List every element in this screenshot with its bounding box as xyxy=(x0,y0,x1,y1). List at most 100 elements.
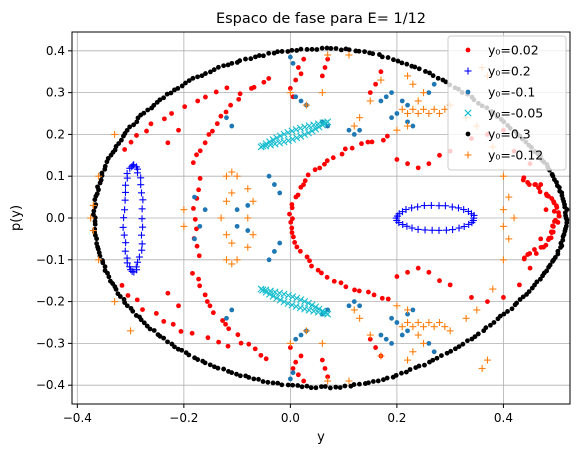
series-5-point xyxy=(409,323,417,331)
series-5-point xyxy=(228,168,236,176)
series-0-point xyxy=(224,85,230,91)
series-4-point xyxy=(131,122,137,128)
series-1-point xyxy=(137,181,145,189)
series-4-point xyxy=(271,50,277,56)
series-1-point xyxy=(399,221,407,229)
series-3-point xyxy=(259,142,267,150)
series-4-point xyxy=(141,320,147,326)
series-4-point xyxy=(118,137,124,143)
series-0-point xyxy=(556,210,561,216)
series-5-point xyxy=(420,339,428,347)
y-tick-label: −0.1 xyxy=(36,253,65,267)
series-4-point xyxy=(308,385,314,391)
chart-title: Espaco de fase para E= 1/12 xyxy=(216,11,426,27)
series-3-point xyxy=(269,136,277,144)
series-5-point xyxy=(324,51,332,59)
series-4-point xyxy=(151,328,157,333)
series-3-point xyxy=(273,134,281,142)
series-5-point xyxy=(302,101,310,109)
series-5-point xyxy=(436,318,444,326)
series-0-point xyxy=(290,234,296,240)
series-4-point xyxy=(289,47,295,53)
series-0-point xyxy=(293,359,299,365)
series-2-point xyxy=(426,340,432,346)
legend-box xyxy=(447,35,567,171)
series-5-point xyxy=(228,239,236,247)
series-4-point xyxy=(221,366,227,372)
series-4-point xyxy=(537,276,543,282)
series-0-point xyxy=(538,182,544,187)
series-4-point xyxy=(366,380,371,386)
series-1-point xyxy=(395,219,403,227)
series-4-point xyxy=(161,335,167,341)
series-0-point xyxy=(302,178,308,184)
series-1-point xyxy=(137,174,145,182)
series-0-point xyxy=(287,345,293,350)
series-1-point xyxy=(134,258,142,266)
series-0-point xyxy=(319,270,324,276)
legend-marker xyxy=(464,67,472,75)
series-4-point xyxy=(509,306,515,312)
series-4-point xyxy=(549,171,555,177)
series-4-point xyxy=(423,69,428,74)
series-0-point xyxy=(238,340,244,346)
series-5-point xyxy=(377,352,385,360)
series-4-point xyxy=(279,382,285,388)
series-0-point xyxy=(165,290,171,296)
series-4-point xyxy=(149,105,155,111)
series-0-point xyxy=(437,278,442,284)
series-4-point xyxy=(351,382,357,387)
series-2-point xyxy=(192,194,197,200)
series-5-point xyxy=(473,306,481,314)
series-5-point xyxy=(244,243,252,251)
series-4-point xyxy=(444,350,450,356)
series-5-point xyxy=(436,110,444,118)
series-4-point xyxy=(122,300,128,305)
series-5-point xyxy=(318,339,326,347)
series-2-point xyxy=(357,303,363,309)
series-5-point xyxy=(478,364,486,372)
series-2-point xyxy=(346,127,352,133)
series-4-point xyxy=(324,45,330,51)
series-5-point xyxy=(420,105,428,113)
series-0-point xyxy=(298,353,304,359)
series-0-point xyxy=(322,366,328,371)
series-4-point xyxy=(246,374,252,380)
series-0-point xyxy=(342,146,348,152)
series-0-point xyxy=(349,145,355,151)
series-4-point xyxy=(404,61,410,67)
series-0-point xyxy=(210,310,216,316)
series-3 xyxy=(257,118,332,318)
series-0-point xyxy=(210,128,215,134)
series-0-point xyxy=(543,207,549,213)
legend-marker xyxy=(465,89,471,95)
series-0-point xyxy=(543,242,549,248)
series-0-point xyxy=(301,56,307,62)
series-3-point xyxy=(312,125,320,133)
series-0-point xyxy=(521,255,527,261)
series-0-point xyxy=(521,175,527,181)
x-axis-ticks: −0.4 −0.2 0.0 0.2 0.4 xyxy=(63,404,513,425)
series-0-point xyxy=(204,299,210,304)
series-5-point xyxy=(222,256,230,264)
series-0-point xyxy=(384,133,390,139)
series-0-point xyxy=(307,258,312,264)
series-4-point xyxy=(560,237,566,243)
series-5-point xyxy=(414,110,422,118)
legend: y₀=0.02 y₀=0.2 y₀=-0.1 y₀=-0.05 y₀=0.3 y₀=-0.… xyxy=(447,35,567,171)
legend-entry-label: y₀=0.02 xyxy=(488,43,539,58)
series-5-point xyxy=(217,214,225,222)
series-4-point xyxy=(186,352,192,358)
series-4-point xyxy=(403,369,409,375)
series-2-point xyxy=(383,336,389,342)
series-4-point xyxy=(195,74,200,80)
series-0-point xyxy=(226,326,232,332)
series-0-point xyxy=(501,295,506,300)
series-5-point xyxy=(409,80,417,88)
series-4-point xyxy=(211,67,217,73)
series-1-point xyxy=(435,202,443,210)
series-3-point xyxy=(280,290,288,298)
series-0-point xyxy=(288,219,294,225)
series-0-point xyxy=(367,90,373,96)
series-0-point xyxy=(533,182,538,187)
